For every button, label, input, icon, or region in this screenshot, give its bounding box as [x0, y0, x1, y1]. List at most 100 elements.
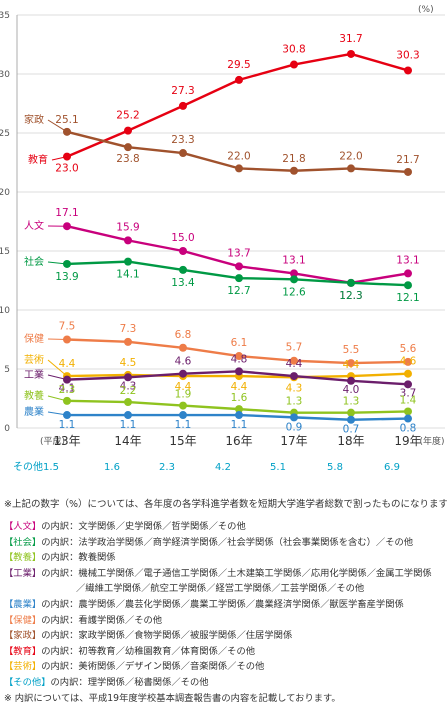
legend-text: 文学関係／史学関係／哲学関係／その他 [78, 521, 245, 532]
data-label: 1.1 [231, 419, 248, 431]
data-label: 7.5 [59, 321, 76, 333]
data-point [179, 344, 187, 352]
legend-mid: の内訳： [41, 568, 78, 579]
other-row-value: 1.6 [104, 462, 120, 473]
series-name-label: 農業 [24, 405, 44, 418]
legend-text: 法学政治学関係／商学経済学関係／社会学関係（社会事業関係を含む）／その他 [78, 537, 413, 548]
other-row-value: 1.5 [43, 462, 59, 473]
y-tick-label: 30 [0, 70, 10, 80]
x-tick-label: 18年 [337, 434, 364, 448]
legend-row: 【人文】の内訳：文学関係／史学関係／哲学関係／その他 [4, 519, 444, 535]
data-label: 13.4 [171, 277, 195, 289]
data-label: 1.3 [343, 396, 360, 408]
legend-row: 【教養】の内訳：教養関係 [4, 550, 444, 566]
data-point [404, 407, 412, 415]
x-tick-label: 15年 [169, 434, 196, 448]
data-point [63, 336, 71, 344]
legend-row: 【農業】の内訳：農学関係／農芸化学関係／農業工学関係／農業経済学関係／獣医学畜産… [4, 597, 444, 613]
data-point [404, 66, 412, 74]
data-point [235, 411, 243, 419]
data-point [404, 281, 412, 289]
data-label: 12.6 [282, 286, 306, 298]
data-point [179, 247, 187, 255]
unit-label: (%) [418, 5, 434, 15]
data-point [63, 153, 71, 161]
data-label: 31.7 [339, 33, 362, 45]
legend-text: 美術関係／デザイン関係／音楽関係／その他 [78, 661, 264, 672]
legend-row: 【工業】の内訳：機械工学関係／電子通信工学関係／土木建築工学関係／応用化学関係／… [4, 566, 444, 582]
data-label: 5.7 [286, 342, 303, 354]
data-point [290, 372, 298, 380]
data-point [63, 260, 71, 268]
data-label: 4.6 [400, 356, 417, 368]
data-label: 14.1 [116, 269, 139, 281]
data-point [63, 397, 71, 405]
y-tick-label: 35 [0, 11, 10, 21]
data-label: 4.4 [59, 358, 76, 370]
legend-text: 理学関係／秘書関係／その他 [88, 677, 209, 688]
data-label: 4.5 [120, 357, 137, 369]
data-point [235, 76, 243, 84]
series-name-label: 人文 [24, 219, 44, 232]
y-tick-label: 20 [0, 188, 10, 198]
legend-mid: の内訳： [51, 677, 88, 688]
data-label: 4.6 [175, 356, 192, 368]
data-label: 30.8 [282, 44, 305, 56]
data-label: 5.5 [343, 344, 360, 356]
year-suffix-label: (年度) [419, 435, 444, 447]
data-label: 13.9 [55, 271, 78, 283]
data-label: 29.5 [227, 59, 250, 71]
data-point [235, 274, 243, 282]
data-point [347, 409, 355, 417]
data-label: 30.3 [396, 49, 419, 61]
legend-text: ／繊維工学関係／航空工学関係／経営工学関係／工芸学関係／その他 [76, 583, 364, 594]
data-label: 0.9 [286, 421, 303, 433]
data-label: 7.3 [120, 323, 137, 335]
data-point [404, 269, 412, 277]
x-tick-label: 19年 [394, 434, 421, 448]
legend-key: 【工業】 [4, 568, 41, 579]
legend-mid: の内訳： [41, 630, 78, 641]
data-label: 4.0 [343, 384, 360, 396]
data-point [179, 149, 187, 157]
data-label: 21.8 [282, 153, 305, 165]
legend-row: 【家政】の内訳：家政学関係／食物学関係／被服学関係／住居学関係 [4, 628, 444, 644]
category-breakdown-list: 【人文】の内訳：文学関係／史学関係／哲学関係／その他【社会】の内訳：法学政治学関… [4, 519, 444, 706]
series-name-label: 家政 [24, 113, 44, 126]
data-point [63, 128, 71, 136]
data-point [124, 236, 132, 244]
data-label: 23.0 [55, 163, 78, 175]
data-point [179, 266, 187, 274]
other-row-value: 5.8 [327, 462, 343, 473]
legend-key: 【その他】 [4, 677, 51, 688]
legend-text: 看護学関係／その他 [78, 615, 162, 626]
legend-row: ／繊維工学関係／航空工学関係／経営工学関係／工芸学関係／その他 [4, 581, 444, 597]
data-point [124, 143, 132, 151]
series-name-label: 保健 [24, 332, 44, 345]
other-row-value: 6.9 [384, 462, 400, 473]
other-row-label: その他 [13, 460, 43, 473]
data-label: 13.7 [227, 247, 250, 259]
y-tick-label: 15 [0, 247, 10, 257]
series-name-label: 教育 [28, 153, 48, 166]
other-row-value: 5.1 [270, 462, 286, 473]
y-tick-label: 0 [4, 424, 10, 434]
legend-key: 【芸術】 [4, 661, 41, 672]
legend-text: 機械工学関係／電子通信工学関係／土木建築工学関係／応用化学関係／金属工学関係 [78, 568, 431, 579]
data-label: 4.8 [231, 353, 248, 365]
data-label: 25.1 [55, 114, 78, 126]
data-label: 23.3 [171, 134, 194, 146]
data-point [404, 168, 412, 176]
legend-row: 【その他】の内訳：理学関係／秘書関係／その他 [4, 675, 444, 691]
data-point [347, 50, 355, 58]
legend-mid: の内訳： [41, 599, 78, 610]
data-label: 22.0 [227, 150, 250, 162]
data-point [124, 338, 132, 346]
data-point [179, 102, 187, 110]
legend-text: 初等教育／幼稚園教育／体育関係／その他 [78, 646, 255, 657]
y-tick-label: 10 [0, 306, 10, 316]
data-point [124, 258, 132, 266]
data-label: 27.3 [171, 85, 194, 97]
data-label: 23.8 [116, 153, 139, 165]
